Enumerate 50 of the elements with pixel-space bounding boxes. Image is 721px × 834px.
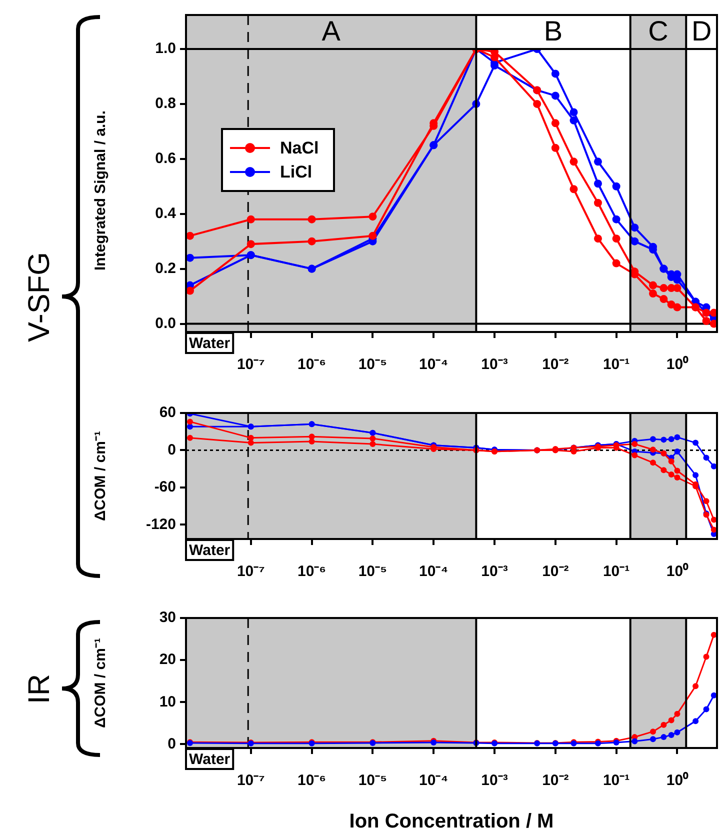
x-tick-label: 10⁻⁵ (358, 356, 388, 374)
x-tick-label: 10⁻³ (481, 563, 508, 580)
legend-label: LiCl (280, 162, 312, 182)
x-tick-label: 10⁻⁷ (236, 356, 265, 374)
text: B (544, 16, 563, 47)
x-tick-label: 10⁻² (542, 356, 569, 374)
x-tick-label: 10⁻⁷ (236, 563, 265, 580)
x-tick-label: 10⁻¹ (602, 356, 630, 374)
x-tick-label: 10⁻⁷ (236, 772, 265, 790)
x-tick-label: 10⁻⁴ (419, 563, 448, 580)
x-tick-label: 10⁻¹ (602, 772, 630, 790)
y-tick-label: -60 (154, 478, 176, 496)
text: D (691, 16, 712, 47)
y-tick-label: 60 (159, 404, 176, 422)
x-tick-label: 10⁻² (542, 772, 569, 790)
y-tick-label: 30 (159, 609, 176, 626)
x-tick-label: 10⁻⁵ (358, 563, 388, 580)
y-tick-label: 0 (168, 441, 176, 458)
legend-label: NaCl (280, 138, 319, 158)
x-tick-label: 10⁻⁶ (298, 563, 326, 580)
x-tick-label: 10⁻⁴ (419, 356, 448, 374)
text: Water (189, 335, 230, 352)
y-tick-label: 0.6 (155, 150, 176, 168)
x-tick-label: 10⁻³ (481, 356, 508, 374)
band-label: C (648, 16, 668, 47)
x-tick-label: 10⁰ (666, 355, 690, 374)
y-tick-label: 0.0 (155, 314, 176, 332)
x-tick-label: 10⁰ (666, 771, 690, 790)
x-tick-label: 10⁻² (542, 563, 569, 580)
x-tick-label: 10⁻⁴ (419, 772, 448, 790)
x-tick-label: 10⁻⁶ (298, 356, 326, 374)
text: V-SFG (23, 251, 57, 342)
y-tick-label: 0.2 (155, 260, 176, 277)
x-tick-label: 10⁻⁶ (298, 772, 326, 790)
x-tick-label: 10⁰ (666, 562, 690, 580)
text: Water (189, 542, 230, 560)
x-tick-label: 10⁻³ (481, 772, 508, 790)
text: IR (23, 674, 57, 704)
x-tick-label: 10⁻⁵ (358, 772, 388, 790)
y-tick-label: 0.8 (155, 95, 176, 112)
x-axis-title: Ion Concentration / M (349, 810, 554, 833)
y-tick-label: 10 (159, 693, 176, 710)
text: Water (189, 751, 230, 768)
x-tick-label: 10⁻¹ (602, 563, 630, 580)
y-tick-label: 1.0 (155, 40, 176, 58)
y-tick-label: -120 (146, 516, 176, 533)
band-label: A (322, 16, 341, 47)
y-tick-label: 0.4 (155, 204, 177, 222)
y-tick-label: 20 (159, 651, 176, 668)
y-tick-label: 0 (168, 735, 176, 752)
